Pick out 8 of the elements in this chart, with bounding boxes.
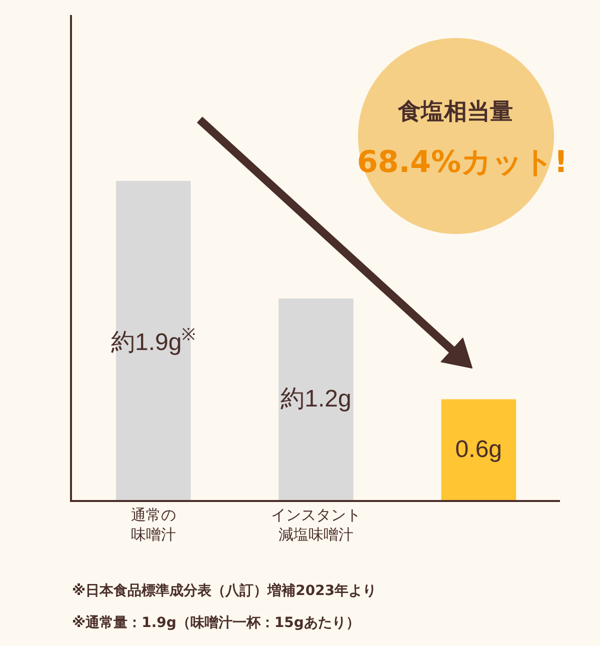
data-label: 約1.9g$^{※}$ [110,324,196,356]
data-label: 約1.2g [280,386,352,413]
x-tick-label: 通常の味噌汁 [130,506,176,544]
data-label: 0.6g [455,436,502,464]
text: ※通常量：1.9g（味噌汁一杯：15gあたり） [72,614,360,631]
x-tick-label: インスタント減塩味噌汁 [271,506,361,544]
text: 食塩相当量 [397,99,513,125]
text: ※日本食品標準成分表（八訂）増補2023年より [72,582,377,599]
